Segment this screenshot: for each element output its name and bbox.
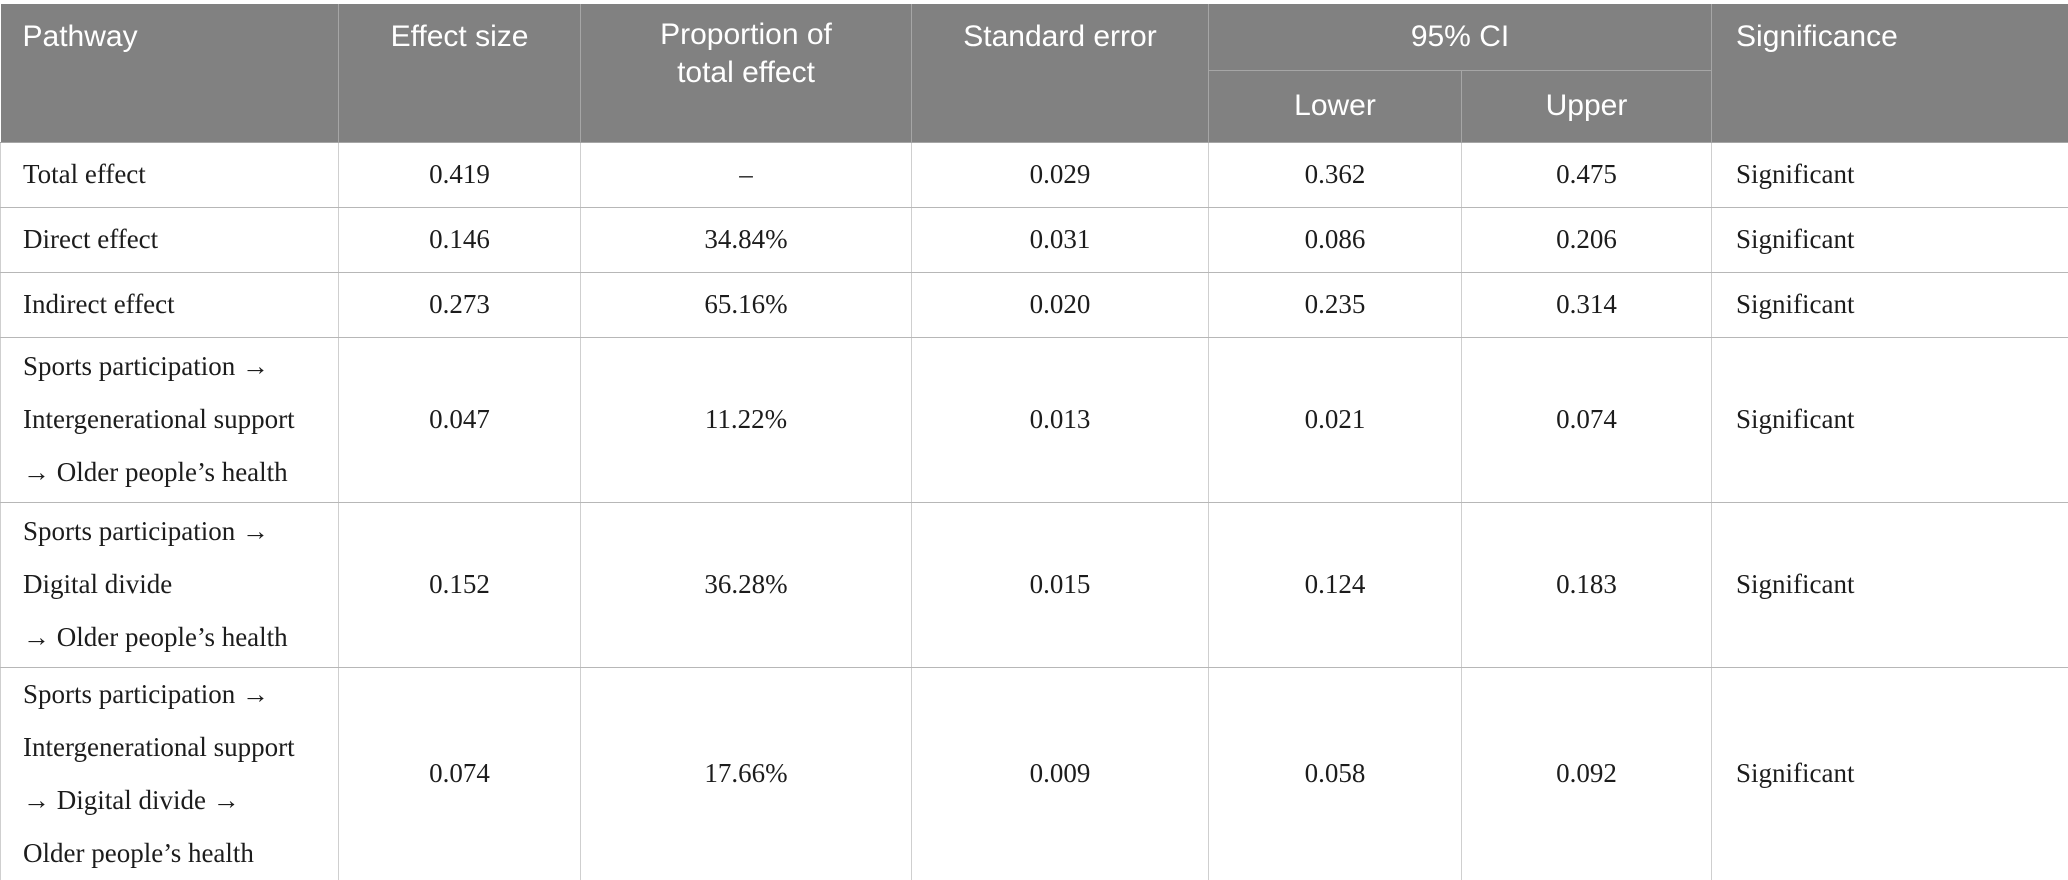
cell-standard-error: 0.013 (911, 336, 1209, 503)
col-header-pathway: Pathway (0, 4, 339, 143)
col-header-ci-upper: Upper (1460, 70, 1712, 143)
table-body: Total effect 0.419 – 0.029 0.362 0.475 S… (0, 141, 2068, 880)
cell-proportion: 34.84% (580, 206, 912, 273)
cell-significance: Significant (1711, 141, 2068, 208)
table-row-indirect-effect: Indirect effect 0.273 65.16% 0.020 0.235… (0, 271, 2068, 338)
cell-pathway: Total effect (0, 141, 339, 208)
cell-standard-error: 0.029 (911, 141, 1209, 208)
cell-pathway: Sports participation → Intergenerational… (0, 666, 339, 880)
cell-ci-lower: 0.235 (1208, 271, 1462, 338)
table-row-pathway-intergenerational: Sports participation → Intergenerational… (0, 336, 2068, 503)
cell-ci-upper: 0.206 (1460, 206, 1713, 273)
cell-standard-error: 0.015 (911, 501, 1209, 668)
cell-effect-size: 0.419 (338, 141, 581, 208)
col-header-significance: Significance (1711, 4, 2068, 143)
cell-ci-lower: 0.124 (1208, 501, 1462, 668)
col-header-effect-size: Effect size (338, 4, 581, 143)
cell-pathway: Indirect effect (0, 271, 339, 338)
col-header-ci-lower: Lower (1208, 70, 1462, 143)
cell-effect-size: 0.146 (338, 206, 581, 273)
cell-pathway: Direct effect (0, 206, 339, 273)
table-row-pathway-serial-mediation: Sports participation → Intergenerational… (0, 666, 2068, 880)
cell-effect-size: 0.273 (338, 271, 581, 338)
col-header-standard-error: Standard error (911, 4, 1209, 143)
cell-standard-error: 0.020 (911, 271, 1209, 338)
cell-ci-upper: 0.475 (1460, 141, 1713, 208)
cell-ci-lower: 0.086 (1208, 206, 1462, 273)
cell-significance: Significant (1711, 271, 2068, 338)
cell-ci-upper: 0.314 (1460, 271, 1713, 338)
table-row-pathway-digital-divide: Sports participation → Digital divide → … (0, 501, 2068, 668)
col-header-proportion: Proportion of total effect (580, 4, 912, 143)
table-row-direct-effect: Direct effect 0.146 34.84% 0.031 0.086 0… (0, 206, 2068, 273)
cell-proportion: 65.16% (580, 271, 912, 338)
cell-pathway: Sports participation → Digital divide → … (0, 501, 339, 668)
header-row-sub: Lower Upper (1, 70, 2068, 143)
cell-significance: Significant (1711, 206, 2068, 273)
cell-ci-upper: 0.092 (1460, 666, 1713, 880)
cell-ci-lower: 0.058 (1208, 666, 1462, 880)
cell-standard-error: 0.009 (911, 666, 1209, 880)
cell-significance: Significant (1711, 501, 2068, 668)
cell-proportion: 11.22% (580, 336, 912, 503)
table-header: Pathway Effect size Proportion of total … (0, 4, 2068, 143)
cell-pathway: Sports participation → Intergenerational… (0, 336, 339, 503)
col-header-95ci: 95% CI (1207, 4, 1713, 71)
cell-ci-upper: 0.183 (1460, 501, 1713, 668)
cell-effect-size: 0.152 (338, 501, 581, 668)
cell-effect-size: 0.047 (338, 336, 581, 503)
cell-proportion: – (580, 141, 912, 208)
cell-ci-lower: 0.362 (1208, 141, 1462, 208)
cell-significance: Significant (1711, 336, 2068, 503)
cell-effect-size: 0.074 (338, 666, 581, 880)
cell-ci-upper: 0.074 (1460, 336, 1713, 503)
cell-significance: Significant (1711, 666, 2068, 880)
header-row-main: Pathway Effect size Proportion of total … (0, 4, 2068, 143)
cell-proportion: 36.28% (580, 501, 912, 668)
cell-standard-error: 0.031 (911, 206, 1209, 273)
cell-ci-lower: 0.021 (1208, 336, 1462, 503)
table-row-total-effect: Total effect 0.419 – 0.029 0.362 0.475 S… (0, 141, 2068, 208)
cell-proportion: 17.66% (580, 666, 912, 880)
mediation-effects-table: Pathway Effect size Proportion of total … (0, 4, 2068, 880)
